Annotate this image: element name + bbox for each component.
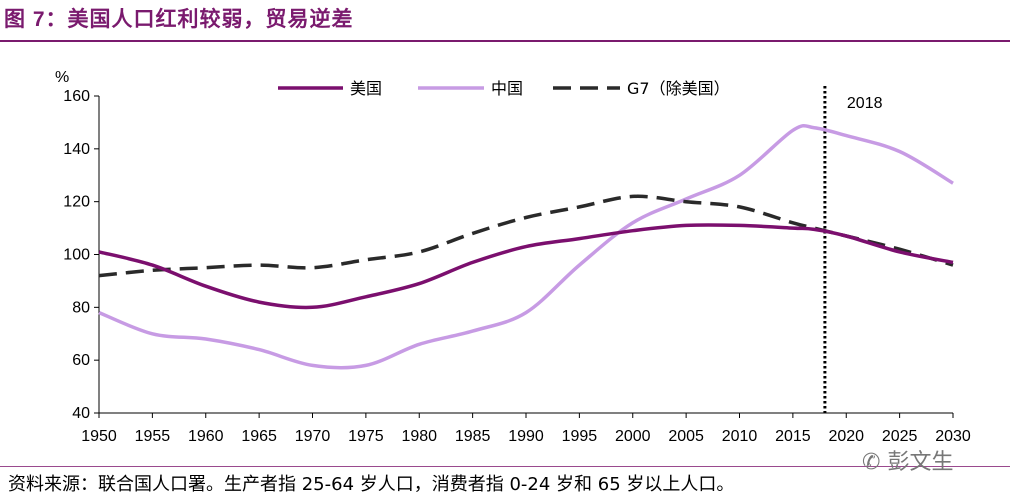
footer-rule [0, 466, 1010, 467]
title-rule [0, 40, 1010, 42]
x-tick-label: 1980 [401, 428, 437, 445]
x-tick-label: 2015 [775, 428, 811, 445]
x-tick-label: 1995 [562, 428, 598, 445]
y-tick-label: 40 [72, 405, 90, 422]
x-tick-label: 1985 [455, 428, 491, 445]
legend-label: 中国 [491, 79, 523, 98]
watermark-text: 彭文生 [887, 450, 954, 475]
wechat-icon: ✆ [862, 450, 881, 475]
series-line-china [98, 123, 954, 370]
x-tick-label: 1970 [295, 428, 331, 445]
y-tick-label: 100 [63, 247, 90, 264]
source-note: 资料来源：联合国人口署。生产者指 25-64 岁人口，消费者指 0-24 岁和 … [8, 474, 735, 495]
y-axis-unit: % [55, 69, 69, 86]
x-tick-label: 1960 [188, 428, 224, 445]
x-tick-label: 1950 [81, 428, 117, 445]
series-line-us [98, 223, 954, 310]
x-tick-label: 2010 [722, 428, 758, 445]
x-tick-label: 2020 [828, 428, 864, 445]
reference-line-label: 2018 [847, 95, 883, 112]
x-tick-label: 1965 [241, 428, 277, 445]
y-tick-label: 140 [63, 141, 90, 158]
legend-label: G7（除美国） [627, 79, 730, 98]
y-tick-label: 120 [63, 194, 90, 211]
x-tick-label: 2000 [615, 428, 651, 445]
y-tick-label: 80 [72, 299, 90, 316]
legend-label: 美国 [350, 79, 382, 98]
x-tick-label: 2005 [668, 428, 704, 445]
figure-title-text: 美国人口红利较弱，贸易逆差 [67, 6, 354, 31]
y-tick-label: 160 [63, 88, 90, 105]
x-tick-label: 1975 [348, 428, 384, 445]
watermark: ✆ 彭文生 [862, 444, 953, 476]
x-tick-label: 1990 [508, 428, 544, 445]
x-tick-label: 1955 [135, 428, 171, 445]
line-chart: 40 60 80 100 120 140 160% 1950 1955 1960 1965 1970 1… [55, 69, 971, 445]
figure-label: 图 7： [4, 8, 68, 31]
x-tick-label: 2030 [935, 428, 971, 445]
y-tick-label: 60 [72, 352, 90, 369]
x-tick-label: 2025 [882, 428, 918, 445]
figure-title: 图 7：美国人口红利较弱，贸易逆差 [4, 3, 354, 33]
